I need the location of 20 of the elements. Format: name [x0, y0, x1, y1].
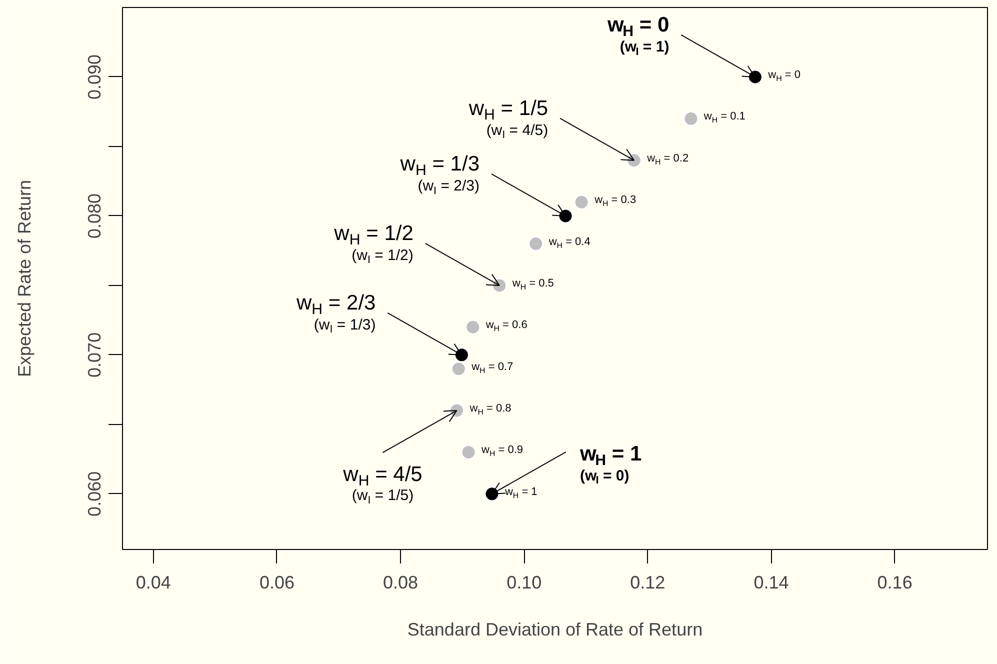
x-tick-label: 0.16	[877, 572, 912, 592]
x-tick-label: 0.04	[136, 572, 171, 592]
point	[683, 110, 699, 126]
point	[454, 347, 470, 363]
point	[465, 319, 481, 335]
x-tick-label: 0.10	[506, 572, 542, 592]
y-tick-label: 0.070	[84, 332, 104, 378]
y-tick-label: 0.060	[84, 471, 104, 516]
x-tick-label: 0.12	[630, 572, 666, 592]
point	[574, 194, 590, 210]
point	[528, 236, 544, 252]
y-tick-label: 0.080	[84, 193, 104, 238]
y-axis-title: Expected Rate of Return	[14, 180, 34, 378]
x-axis-title: Standard Deviation of Rate of Return	[407, 620, 703, 640]
x-tick-label: 0.14	[754, 572, 789, 592]
x-tick-label: 0.06	[259, 572, 294, 592]
point	[460, 444, 476, 460]
x-tick-label: 0.08	[383, 572, 418, 592]
y-tick-label: 0.090	[84, 54, 104, 100]
point	[450, 361, 466, 377]
